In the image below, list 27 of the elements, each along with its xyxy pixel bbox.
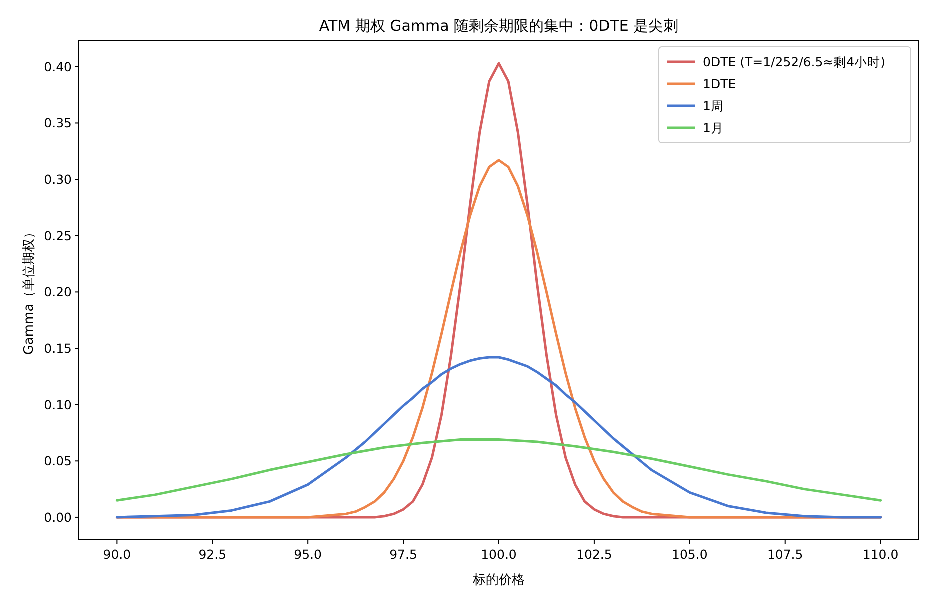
x-tick-label: 102.5 <box>576 547 612 562</box>
x-axis-title: 标的价格 <box>472 573 525 588</box>
legend-label: 1DTE <box>703 76 736 92</box>
y-tick-label: 0.30 <box>44 172 72 188</box>
x-tick-label: 92.5 <box>198 547 227 562</box>
x-tick-label: 110.0 <box>862 547 899 562</box>
y-tick-label: 0.20 <box>44 284 72 300</box>
x-tick-label: 100.0 <box>481 547 517 562</box>
x-tick-label: 90.0 <box>103 547 132 562</box>
y-tick-label: 0.10 <box>44 397 72 412</box>
line-series <box>116 438 882 502</box>
x-tick-label: 97.5 <box>390 547 418 562</box>
y-tick-label: 0.40 <box>44 59 72 74</box>
line-series <box>116 356 882 519</box>
y-tick-label: 0.05 <box>44 454 72 469</box>
y-axis-title: Gamma（单位期权） <box>22 226 37 356</box>
y-tick-label: 0.25 <box>44 228 72 244</box>
y-tick-label: 0.15 <box>44 341 72 356</box>
x-tick-label: 95.0 <box>294 547 322 562</box>
legend-label: 1月 <box>703 120 724 136</box>
chart-title: ATM 期权 Gamma 随剩余期限的集中：0DTE 是尖刺 <box>319 17 679 35</box>
x-tick-label: 105.0 <box>672 547 708 562</box>
legend-label: 0DTE (T=1/252/6.5≈剩4小时) <box>703 54 886 70</box>
x-tick-label: 107.5 <box>767 547 804 562</box>
legend-label: 1周 <box>703 98 724 114</box>
y-tick-label: 0.00 <box>44 510 72 525</box>
y-tick-label: 0.35 <box>44 116 72 131</box>
